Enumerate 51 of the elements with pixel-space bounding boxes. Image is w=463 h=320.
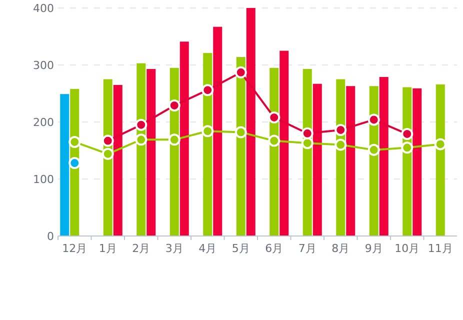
point <box>168 134 180 146</box>
bar <box>379 76 388 236</box>
bar <box>312 84 322 236</box>
y-tick-label: 400 <box>33 2 54 15</box>
point <box>401 128 414 140</box>
point <box>202 84 214 96</box>
bar <box>346 86 356 236</box>
point <box>301 137 314 150</box>
bar <box>213 26 222 236</box>
point <box>168 99 180 112</box>
x-tick-label: 10月 <box>394 242 420 255</box>
point <box>102 134 114 147</box>
x-tick-label: 6月 <box>265 242 284 255</box>
bar <box>412 88 422 236</box>
point <box>334 138 347 151</box>
y-tick-label: 300 <box>33 58 54 72</box>
point <box>135 134 148 146</box>
bar <box>180 42 189 236</box>
point <box>135 118 148 131</box>
point <box>268 111 280 124</box>
point <box>102 148 114 160</box>
point <box>368 144 380 156</box>
point <box>334 124 347 136</box>
point <box>68 136 81 148</box>
y-tick-label: 100 <box>33 172 54 186</box>
bar <box>436 84 445 236</box>
y-tick-label: 0 <box>47 230 54 243</box>
point <box>202 125 214 138</box>
x-tick-label: 9月 <box>364 242 383 255</box>
point <box>368 114 380 126</box>
x-tick-label: 2月 <box>132 242 150 255</box>
point <box>301 127 314 140</box>
y-tick-label: 200 <box>33 116 54 129</box>
point <box>401 142 414 154</box>
bar <box>113 84 122 236</box>
x-tick-label: 4月 <box>198 242 217 255</box>
x-tick-label: 11月 <box>428 242 453 255</box>
point <box>268 134 280 147</box>
bar <box>146 68 156 236</box>
x-tick-label: 8月 <box>332 242 350 255</box>
x-tick-label: 3月 <box>165 242 184 255</box>
bar <box>246 8 256 236</box>
point <box>234 66 247 78</box>
x-tick-label: 5月 <box>232 242 250 255</box>
x-tick-label: 1月 <box>98 242 117 255</box>
point <box>234 126 247 138</box>
point <box>68 157 81 170</box>
x-tick-label: 12月 <box>62 242 88 255</box>
x-tick-label: 7月 <box>298 242 316 255</box>
point <box>434 138 446 150</box>
bar <box>280 50 289 236</box>
